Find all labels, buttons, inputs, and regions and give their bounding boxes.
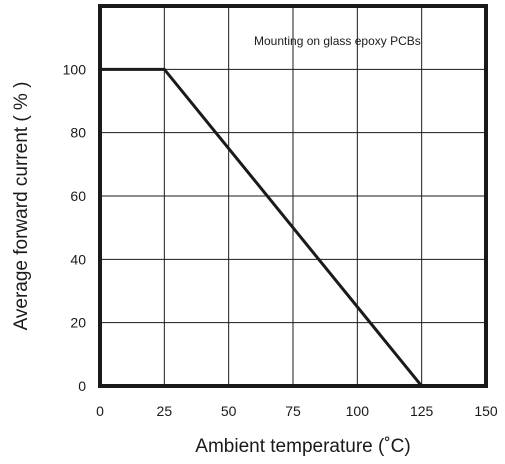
plot-frame	[98, 4, 488, 388]
y-tick-100: 100	[63, 61, 87, 77]
y-axis-label: Average forward current ( % )	[11, 82, 32, 331]
series-group	[100, 67, 423, 387]
x-tick-0: 0	[96, 403, 104, 419]
y-tick-60: 60	[70, 188, 86, 204]
x-axis-label: Ambient temperature (˚C)	[195, 436, 410, 457]
grid-lines	[100, 6, 486, 386]
y-tick-0: 0	[78, 378, 86, 394]
y-tick-labels: 0 20 40 60 80 100	[63, 61, 87, 394]
x-tick-labels: 0 25 50 75 100 125 150	[96, 403, 498, 419]
x-tick-100: 100	[346, 403, 370, 419]
y-tick-20: 20	[70, 315, 86, 331]
series-line-0	[100, 67, 423, 387]
x-tick-50: 50	[221, 403, 237, 419]
x-tick-150: 150	[474, 403, 498, 419]
y-tick-40: 40	[70, 251, 86, 267]
y-tick-80: 80	[70, 125, 86, 141]
x-tick-25: 25	[157, 403, 173, 419]
x-tick-125: 125	[410, 403, 434, 419]
x-tick-75: 75	[285, 403, 301, 419]
annotation-text: Mounting on glass epoxy PCBs	[254, 34, 421, 48]
